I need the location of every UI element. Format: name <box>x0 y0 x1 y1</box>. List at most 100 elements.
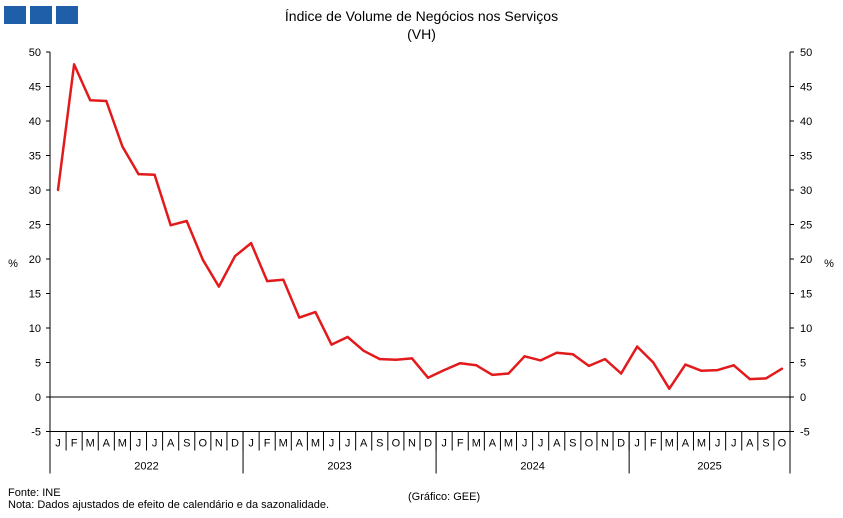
x-tick-label: A <box>489 438 497 450</box>
x-tick-label: M <box>472 438 481 450</box>
data-point <box>587 364 591 368</box>
series-line-1 <box>56 63 783 390</box>
year-label: 2024 <box>520 461 544 473</box>
x-tick-label: S <box>376 438 383 450</box>
y-tick-label-left: 20 <box>29 254 41 266</box>
data-point <box>153 173 156 177</box>
y-tick-label-right: 5 <box>800 358 806 370</box>
data-point <box>555 351 558 355</box>
x-tick-label: A <box>167 438 175 450</box>
data-point <box>185 219 188 223</box>
data-point <box>298 316 301 319</box>
y-tick-label-left: 35 <box>29 151 41 163</box>
data-point <box>249 241 253 245</box>
x-tick-label: J <box>329 438 335 450</box>
logo-box-1 <box>4 6 26 24</box>
x-tick-label: O <box>392 438 401 450</box>
year-label: 2025 <box>697 461 721 473</box>
data-point <box>137 172 140 176</box>
x-tick-label: S <box>569 438 576 450</box>
data-point <box>410 357 414 360</box>
data-point <box>233 255 237 258</box>
data-point <box>282 278 285 281</box>
y-tick-label-left: 45 <box>29 82 41 94</box>
y-tick-label-left: 15 <box>29 289 41 301</box>
x-tick-label: O <box>199 438 208 450</box>
logo-box-3 <box>56 6 78 24</box>
y-tick-label-left: 30 <box>29 185 41 197</box>
footer-credit: (Gráfico: GEE) <box>408 491 481 503</box>
x-tick-label: M <box>697 438 706 450</box>
x-tick-label: A <box>103 438 111 450</box>
data-point <box>201 258 205 261</box>
x-tick-label: M <box>665 438 674 450</box>
y-tick-label-right: 15 <box>800 289 812 301</box>
x-tick-label: O <box>585 438 594 450</box>
data-point <box>169 223 172 227</box>
data-point <box>716 368 719 372</box>
year-label: 2023 <box>327 461 351 473</box>
y-tick-label-left: 5 <box>35 358 41 370</box>
x-tick-label: J <box>731 438 737 450</box>
data-point <box>394 358 398 361</box>
x-tick-label: J <box>55 438 61 450</box>
data-point <box>362 349 365 352</box>
y-tick-label-right: 35 <box>800 151 812 163</box>
x-tick-label: D <box>617 438 625 450</box>
data-point <box>684 363 687 366</box>
x-tick-label: N <box>215 438 223 450</box>
data-point <box>442 368 446 372</box>
x-tick-label: A <box>360 438 368 450</box>
x-tick-label: F <box>71 438 78 450</box>
x-tick-label: M <box>118 438 127 450</box>
y-tick-label-right: 25 <box>800 220 812 232</box>
data-point <box>121 145 124 148</box>
data-point <box>426 376 430 379</box>
x-tick-label: J <box>441 438 447 450</box>
x-tick-label: M <box>86 438 95 450</box>
data-point <box>72 63 76 66</box>
y-tick-label-right: 10 <box>800 323 812 335</box>
data-point <box>668 387 671 390</box>
footer-source: Fonte: INE <box>8 487 61 499</box>
y-tick-label-left: -5 <box>31 427 41 439</box>
x-tick-label: M <box>504 438 513 450</box>
y-axis-label-left: % <box>8 258 18 270</box>
data-point <box>475 364 478 367</box>
x-tick-label: A <box>746 438 754 450</box>
data-point <box>603 357 607 361</box>
data-point <box>700 369 703 372</box>
x-tick-label: M <box>311 438 320 450</box>
y-tick-label-right: 20 <box>800 254 812 266</box>
data-point <box>507 372 510 375</box>
y-tick-label-left: 10 <box>29 323 41 335</box>
x-tick-label: J <box>136 438 142 450</box>
data-point <box>346 335 349 339</box>
y-tick-label-left: 40 <box>29 116 41 128</box>
data-point <box>748 377 751 381</box>
data-point <box>265 279 269 283</box>
data-point <box>780 367 784 370</box>
logo-box-2 <box>30 6 52 24</box>
y-tick-label-right: 50 <box>800 47 812 59</box>
data-point <box>539 359 542 362</box>
data-point <box>378 357 381 361</box>
x-tick-label: J <box>634 438 640 450</box>
data-point <box>56 188 60 192</box>
data-point <box>105 99 108 103</box>
y-tick-label-right: 30 <box>800 185 812 197</box>
x-tick-label: F <box>264 438 271 450</box>
x-tick-label: J <box>522 438 528 450</box>
data-point <box>652 361 655 364</box>
x-tick-label: A <box>682 438 690 450</box>
data-point <box>619 372 623 375</box>
x-tick-label: D <box>231 438 239 450</box>
data-point <box>217 285 221 288</box>
year-label: 2022 <box>134 461 158 473</box>
x-tick-label: S <box>183 438 190 450</box>
x-tick-label: F <box>457 438 464 450</box>
chart-title: Índice de Volume de Negócios nos Serviço… <box>284 8 559 24</box>
y-tick-label-right: 40 <box>800 116 812 128</box>
y-axis-label-right: % <box>824 258 834 270</box>
